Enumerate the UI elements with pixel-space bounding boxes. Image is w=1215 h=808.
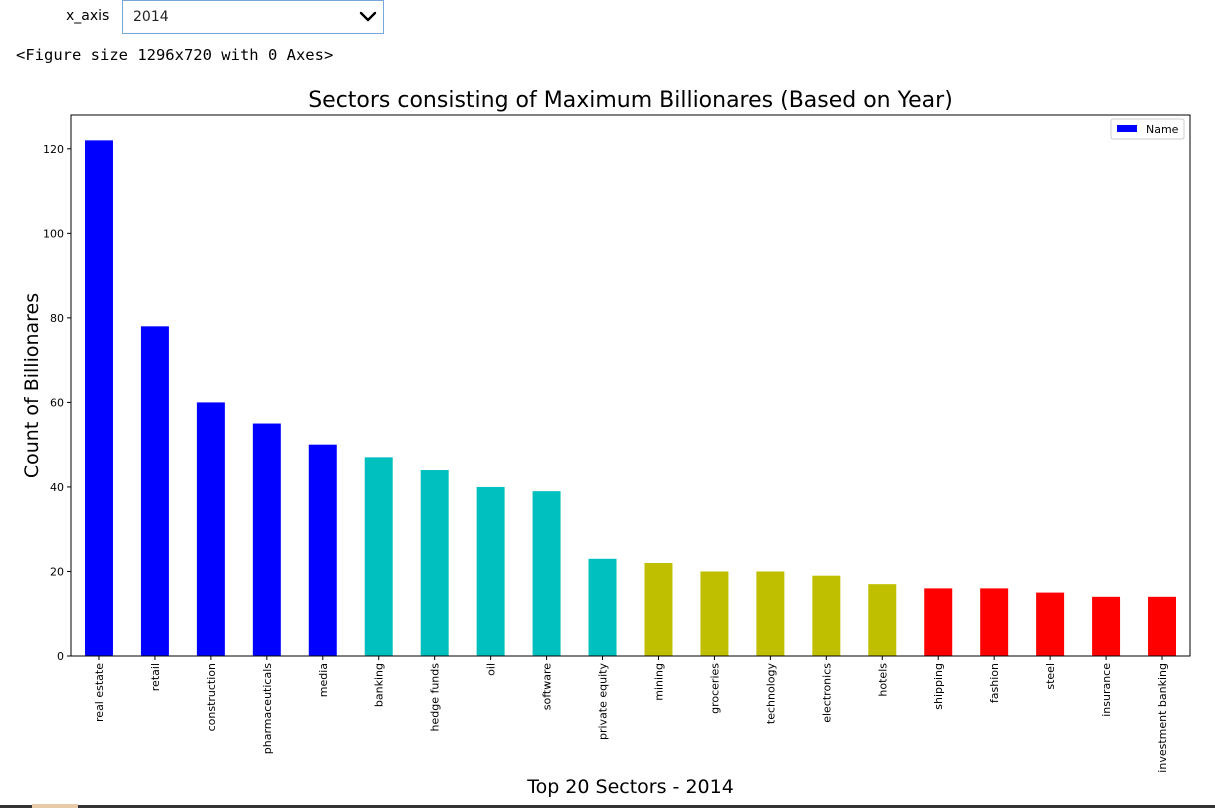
bar-oil — [476, 486, 505, 656]
y-tick-label: 60 — [50, 396, 64, 409]
cell-bottom-border — [0, 805, 1215, 808]
x-tick-label: fashion — [988, 663, 1001, 703]
x-tick-label: private equity — [597, 663, 610, 740]
bar-real-estate — [84, 140, 113, 656]
x-tick-label: mining — [652, 663, 665, 701]
bar-mining — [644, 563, 673, 656]
year-select-value: 2014 — [133, 9, 169, 25]
y-tick-label: 20 — [50, 565, 64, 578]
x-tick-label: real estate — [93, 663, 106, 722]
bar-hotels — [868, 584, 897, 656]
y-tick-label: 100 — [43, 227, 64, 240]
x-tick-label: construction — [205, 663, 218, 731]
widget-bar: x_axis 2014 — [0, 0, 1215, 44]
bar-shipping — [924, 588, 953, 656]
x-tick-label: electronics — [820, 663, 833, 723]
bar-hedge-funds — [420, 470, 449, 656]
bar-software — [532, 491, 561, 656]
bar-groceries — [700, 571, 729, 656]
bar-media — [308, 444, 337, 656]
bar-fashion — [980, 588, 1009, 656]
chevron-down-icon[interactable] — [359, 10, 377, 24]
x-tick-label: shipping — [932, 663, 945, 710]
x-tick-label: technology — [764, 663, 777, 725]
legend-box — [1110, 118, 1185, 140]
y-tick-label: 80 — [50, 312, 64, 325]
legend-swatch — [1117, 125, 1137, 132]
bar-construction — [196, 402, 225, 656]
x-tick-label: oil — [485, 663, 498, 676]
x-tick-label: groceries — [708, 663, 721, 714]
x-tick-label: hotels — [876, 663, 889, 697]
x-tick-label: software — [541, 663, 554, 710]
x-tick-label: media — [317, 663, 330, 697]
x-tick-label: hedge funds — [429, 663, 442, 732]
legend-label: Name — [1146, 123, 1179, 136]
chart-title: Sectors consisting of Maximum Billionare… — [308, 88, 953, 113]
bar-pharmaceuticals — [252, 423, 281, 656]
figure-size-output: <Figure size 1296x720 with 0 Axes> — [16, 46, 334, 64]
bar-technology — [756, 571, 785, 656]
bar-electronics — [812, 575, 841, 656]
x-tick-label: investment banking — [1156, 663, 1169, 773]
y-axis-label: Count of Billionares — [21, 293, 43, 478]
bar-investment-banking — [1148, 596, 1177, 656]
cell-marker — [32, 804, 78, 808]
y-tick-label: 120 — [43, 143, 64, 156]
bar-banking — [364, 457, 393, 656]
y-tick-label: 40 — [50, 481, 64, 494]
bar-insurance — [1092, 596, 1121, 656]
bar-private-equity — [588, 558, 617, 656]
bar-steel — [1036, 592, 1065, 656]
x-tick-label: steel — [1044, 663, 1057, 690]
x-axis-label: Top 20 Sectors - 2014 — [526, 776, 734, 798]
x-tick-label: retail — [149, 663, 162, 691]
x-tick-label: banking — [373, 663, 386, 707]
year-select[interactable]: 2014 — [122, 0, 384, 34]
x-tick-label: insurance — [1100, 663, 1113, 717]
x-tick-label: pharmaceuticals — [261, 663, 274, 754]
bar-retail — [140, 326, 169, 656]
y-tick-label: 0 — [57, 650, 64, 663]
plot-frame — [70, 114, 1191, 657]
x-axis-widget-label: x_axis — [66, 8, 110, 24]
